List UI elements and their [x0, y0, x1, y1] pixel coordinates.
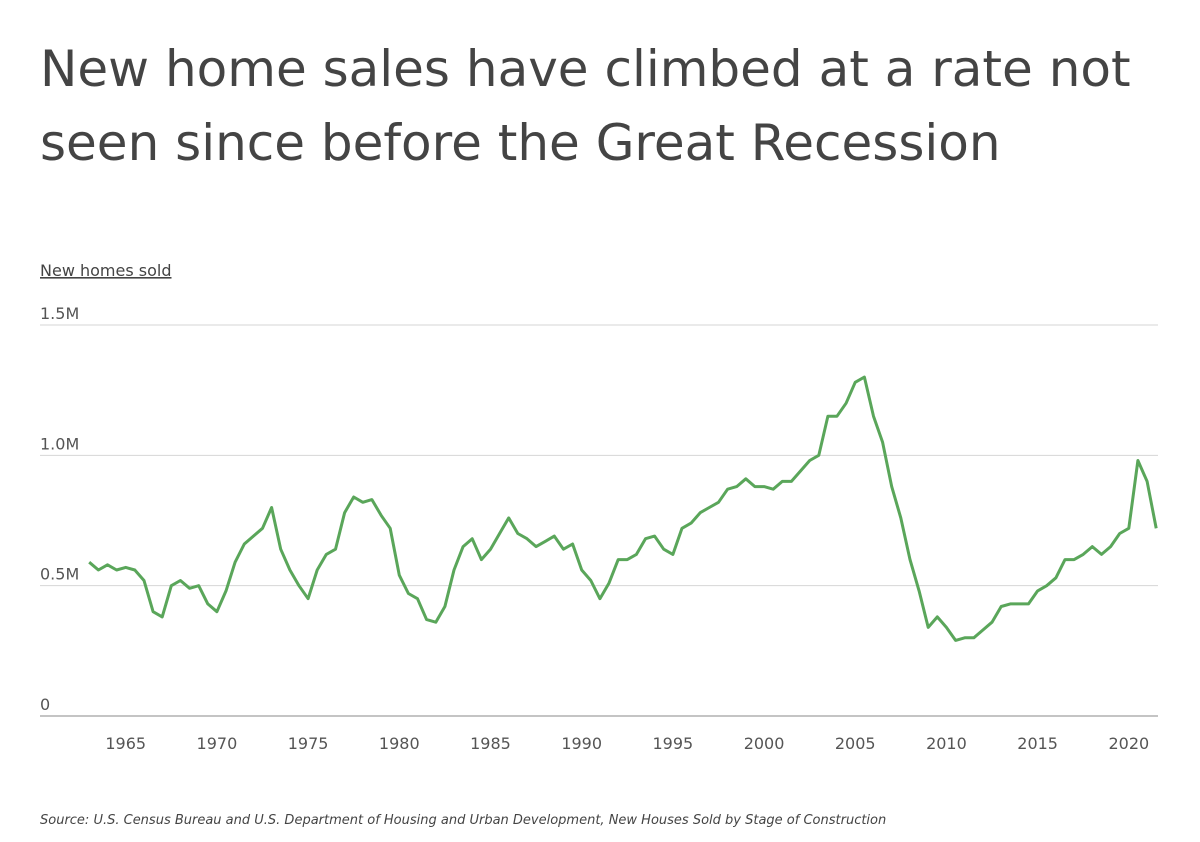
x-tick-label: 1970 [197, 734, 238, 753]
x-tick-label: 1980 [379, 734, 420, 753]
data-line [88, 375, 1158, 642]
x-tick-label: 1985 [470, 734, 511, 753]
source: Source: U.S. Census Bureau and U.S. Depa… [40, 813, 886, 828]
x-tick-label: 2020 [1108, 734, 1149, 753]
x-tick-label: 2015 [1017, 734, 1058, 753]
x-tick-label: 2010 [926, 734, 967, 753]
y-tick-label: 0 [40, 695, 50, 714]
chart-title: New home sales have climbed at a rate no… [40, 40, 1131, 98]
x-tick-label: 2000 [744, 734, 785, 753]
x-tick-label: 1995 [653, 734, 694, 753]
y-tick-label: 0.5M [40, 565, 79, 584]
x-tick-label: 2005 [835, 734, 876, 753]
x-tick-label: 1965 [105, 734, 146, 753]
x-tick-label: 1975 [288, 734, 329, 753]
y-axis-label: New homes sold [40, 261, 172, 280]
chart-title: seen since before the Great Recession [40, 114, 1001, 172]
y-tick-label: 1.0M [40, 434, 79, 453]
y-tick-label: 1.5M [40, 304, 79, 323]
x-tick-label: 1990 [561, 734, 602, 753]
